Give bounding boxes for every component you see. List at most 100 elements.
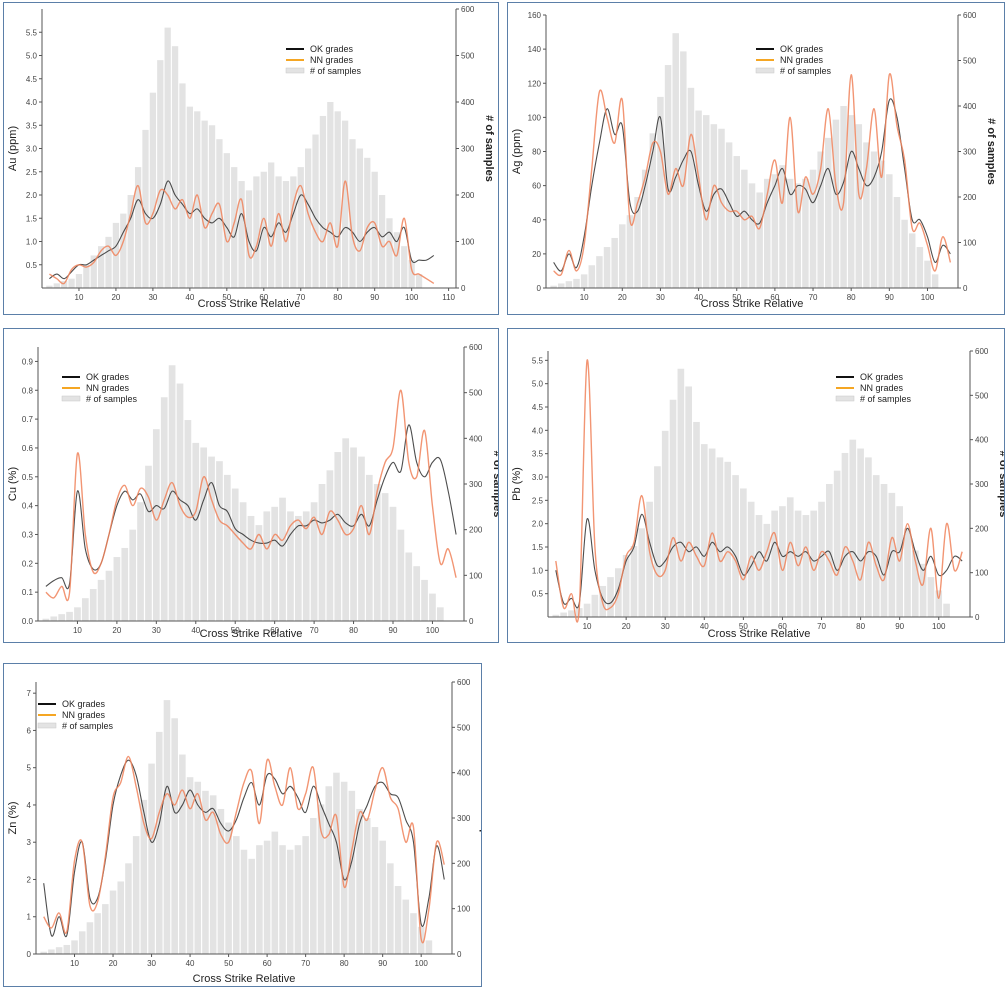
x-tick-label: 100 [405,293,419,302]
sample-count-bar [425,940,433,954]
sample-count-bar [231,167,238,288]
x-tick-label: 40 [186,959,195,968]
sample-count-bar [318,484,326,621]
sample-count-bar [305,148,312,288]
sample-count-bar [413,566,421,621]
sample-count-bar [61,281,68,288]
sample-count-bar [202,790,209,954]
sample-count-bar [880,484,888,617]
x-tick-label: 50 [224,959,233,968]
sample-count-bar [740,488,747,617]
sample-count-bar [176,383,184,621]
y-tick-label: 6 [27,726,32,735]
x-tick-label: 90 [885,293,894,302]
y-tick-label: 0.7 [22,415,34,424]
x-tick-label: 40 [694,293,703,302]
sample-count-bar [239,502,247,621]
sample-count-bar [588,265,596,288]
nn-grades-line [553,73,952,277]
x-tick-label: 70 [809,293,818,302]
sample-count-bar [40,951,47,954]
ok-grades-line [49,180,435,280]
x-tick-label: 50 [231,626,240,635]
sample-count-bar [809,169,817,288]
x-tick-label: 50 [732,293,741,302]
x-tick-label: 80 [856,622,865,631]
sample-count-bar [794,510,802,617]
x-tick-label: 70 [301,959,310,968]
sample-count-bar [741,169,748,288]
ok-grades-line [43,759,445,938]
x-tick-label: 90 [895,622,904,631]
sample-count-bar [724,461,732,617]
chart-panel-pb: 0.5 1.0 1.5 2.0 2.5 3.0 3.5 4.0 4.5 5.0 5.5 0 100 200… [507,328,1005,643]
sample-count-bar [268,162,275,288]
sample-count-bar [247,515,255,621]
x-tick-label: 10 [580,293,589,302]
y-tick-label: 5.0 [532,380,544,389]
y-tick-label: 0.5 [22,473,34,482]
sample-count-bar [164,27,171,288]
y-tick-label: 2.5 [532,496,544,505]
sample-count-bar [66,611,73,621]
sample-count-bar [75,274,83,288]
x-tick-label: 60 [270,626,279,635]
x-tick-label: 60 [263,959,272,968]
y-tick-label: 20 [532,250,541,259]
y-tick-label: 100 [528,113,542,122]
sample-count-bar [217,808,225,954]
sample-count-bar [583,603,591,617]
sample-count-bar [238,181,245,288]
sample-count-bar [394,886,402,954]
sample-count-bar [129,529,137,621]
sample-count-bar [302,836,309,954]
sample-count-bar [297,167,304,288]
y-tick-label: 1.5 [26,214,38,223]
sample-count-bar [552,614,560,617]
y2-tick-label: 100 [457,905,471,914]
sample-count-bar [290,176,297,288]
y2-tick-label: 400 [963,102,977,111]
sample-count-bar [192,442,200,621]
sample-count-bar [279,845,286,954]
sample-count-bar [194,111,201,288]
x-tick-label: 60 [259,293,268,302]
sample-count-bar [200,447,208,621]
sample-count-bar [86,922,94,954]
sample-count-bar [379,840,386,954]
sample-count-bar [42,618,50,621]
sample-count-bar [378,195,386,288]
sample-count-bar [386,218,393,288]
sample-count-bar [943,603,950,617]
y2-tick-label: 500 [975,391,989,400]
sample-count-bar [855,124,863,288]
sample-count-bar [340,781,348,954]
sample-count-bar [326,470,334,621]
sample-count-bar [121,547,129,621]
sample-count-bar [393,232,400,288]
sample-count-bar [371,827,379,954]
sample-count-bar [350,447,357,621]
sample-count-bar [184,420,192,621]
y2-tick-label: 500 [469,389,483,398]
sample-count-bar [125,863,132,954]
y-tick-label: 0.5 [26,261,38,270]
x-tick-label: 50 [222,293,231,302]
y-tick-label: 3.5 [532,450,544,459]
sample-count-bar [893,197,901,288]
sample-count-bar [201,120,208,288]
sample-count-bar [310,818,317,954]
y-tick-label: 1 [27,913,32,922]
sample-count-bar [83,264,90,288]
y-axis-label: Au (ppm) [7,126,19,171]
sample-count-bar [271,831,279,954]
sample-count-bar [664,65,672,288]
x-tick-label: 80 [349,626,358,635]
y2-tick-label: 300 [461,145,475,154]
y-tick-label: 1.5 [532,543,544,552]
sample-count-bar [931,274,939,288]
sample-count-bar [271,506,279,621]
sample-count-bar [127,195,134,288]
y2-tick-label: 400 [457,769,471,778]
